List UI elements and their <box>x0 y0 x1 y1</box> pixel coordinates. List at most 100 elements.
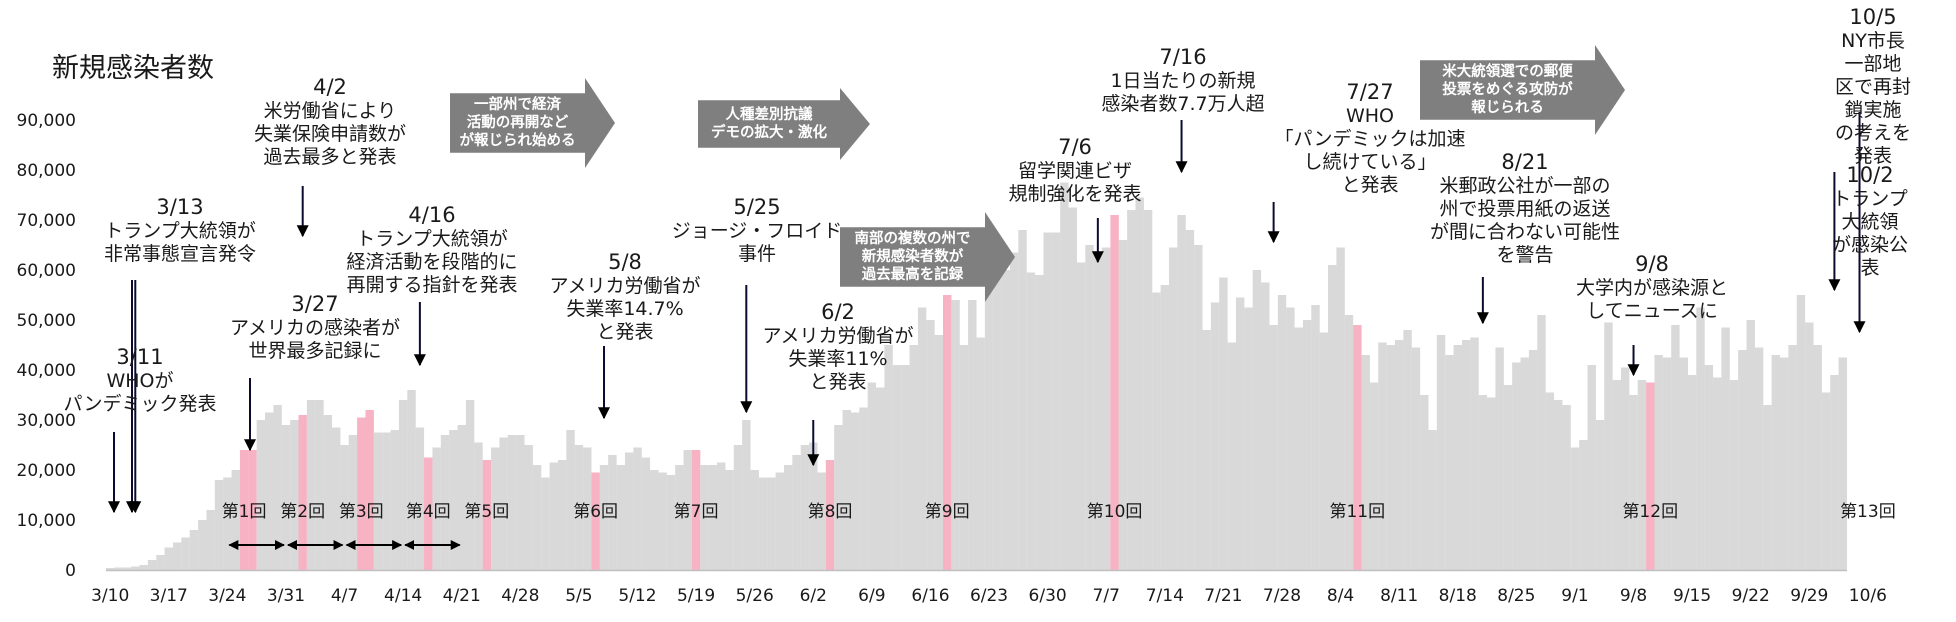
bar <box>800 445 810 570</box>
bar <box>1478 395 1488 570</box>
bar <box>1001 270 1011 570</box>
bar <box>1545 392 1555 570</box>
round-label: 第4回 <box>406 502 451 522</box>
event-annotation: 5/25 ジョージ・フロイド 事件 <box>672 195 843 266</box>
event-text: WHO 「パンデミックは加速 し続けている」 と発表 <box>1274 105 1466 196</box>
banner-arrow-shape <box>1420 45 1625 135</box>
round-label: 第11回 <box>1329 502 1385 522</box>
event-date: 4/16 <box>408 203 456 227</box>
bar <box>842 410 851 570</box>
bar <box>1068 207 1077 570</box>
bar <box>666 475 676 570</box>
y-tick-label: 30,000 <box>17 411 76 431</box>
bar <box>1394 340 1404 570</box>
x-tick-label: 5/26 <box>736 586 774 606</box>
bar <box>1629 395 1638 570</box>
bar <box>892 365 902 570</box>
bar <box>1562 405 1571 570</box>
period-banner: 人種差別抗議 デモの拡大・激化 <box>698 88 870 160</box>
bar <box>1704 365 1714 570</box>
event-date: 10/2 <box>1846 163 1894 187</box>
x-tick-label: 6/30 <box>1029 586 1067 606</box>
event-text: WHOが パンデミック発表 <box>63 370 217 415</box>
bar <box>532 465 542 570</box>
event-text: 米郵政公社が一部の 州で投票用紙の返送 が間に合わない可能性 を警告 <box>1429 175 1621 266</box>
bar <box>825 460 835 570</box>
bar <box>281 425 291 570</box>
bar <box>1135 197 1144 570</box>
bar <box>491 447 500 570</box>
bar <box>1738 350 1747 570</box>
x-tick-label: 10/6 <box>1849 586 1887 606</box>
bar <box>1202 330 1211 570</box>
bar <box>290 420 299 570</box>
bar <box>608 455 617 570</box>
x-tick-label: 6/16 <box>911 586 949 606</box>
bar <box>733 445 743 570</box>
event-text: ジョージ・フロイド 事件 <box>671 220 843 265</box>
bar <box>984 275 994 570</box>
banner-arrow-shape <box>450 78 615 168</box>
bar <box>147 560 157 570</box>
period-banner: 一部州で経済 活動の再開など が報じられ始める <box>450 78 615 168</box>
event-date: 3/11 <box>116 345 164 369</box>
event-text: 大学内が感染源と してニュースに <box>1575 277 1729 322</box>
bar <box>1637 380 1647 570</box>
bar <box>1168 247 1178 570</box>
bar <box>256 420 266 570</box>
bar <box>1821 392 1831 570</box>
bar <box>1261 282 1270 570</box>
y-tick-label: 70,000 <box>17 211 76 231</box>
event-date: 4/2 <box>313 75 347 99</box>
event-date: 7/27 <box>1346 80 1394 104</box>
bar <box>968 300 977 570</box>
bar <box>1311 305 1320 570</box>
bar <box>331 427 341 570</box>
event-annotation: 7/6 留学関連ビザ 規制強化を発表 <box>1008 135 1141 206</box>
bar <box>1487 397 1496 570</box>
banner-text: 南部の複数の州で 新規感染者数が 過去最高を記録 <box>854 231 971 283</box>
x-tick-label: 9/22 <box>1732 586 1770 606</box>
bar <box>1369 382 1379 570</box>
bar <box>298 415 307 570</box>
event-annotation: 5/8 アメリカ労働省が 失業率14.7% と発表 <box>549 250 700 344</box>
x-tick-label: 3/31 <box>267 586 305 606</box>
bar <box>1679 357 1688 570</box>
bar <box>1721 327 1730 570</box>
bar <box>683 450 692 570</box>
bar <box>591 472 600 570</box>
event-text: 留学関連ビザ 規制強化を発表 <box>1008 160 1142 205</box>
event-annotation: 3/13 トランプ大統領が 非常事態宣言発令 <box>104 195 256 266</box>
bar <box>482 460 492 570</box>
event-date: 10/5 <box>1849 5 1897 29</box>
bar <box>1554 400 1563 570</box>
event-date: 8/21 <box>1501 150 1549 174</box>
bar <box>1127 210 1136 570</box>
chart-title: 新規感染者数 <box>52 53 214 84</box>
bar <box>407 390 416 570</box>
x-tick-label: 5/5 <box>565 586 592 606</box>
round-label: 第10回 <box>1087 502 1143 522</box>
banner-arrow-shape <box>840 212 1015 302</box>
round-label: 第2回 <box>280 502 325 522</box>
bar <box>449 430 458 570</box>
bar <box>1110 215 1119 570</box>
event-text: アメリカの感染者が 世界最多記録に <box>229 317 401 362</box>
bar <box>1185 230 1195 570</box>
event-annotation: 7/27 WHO 「パンデミックは加速 し続けている」 と発表 <box>1275 80 1466 197</box>
bar <box>223 477 232 570</box>
bar <box>541 477 550 570</box>
bar <box>1520 357 1529 570</box>
event-annotation: 3/11 WHOが パンデミック発表 <box>64 345 217 416</box>
bar <box>1102 247 1111 570</box>
round-label: 第3回 <box>339 502 384 522</box>
bar <box>340 445 349 570</box>
bar <box>859 407 868 570</box>
bar <box>156 555 165 570</box>
bar <box>198 520 207 570</box>
bar <box>557 460 567 570</box>
bar <box>624 452 634 570</box>
bar <box>1060 182 1069 570</box>
bar <box>382 432 391 570</box>
banner-arrow-shape <box>698 88 870 160</box>
